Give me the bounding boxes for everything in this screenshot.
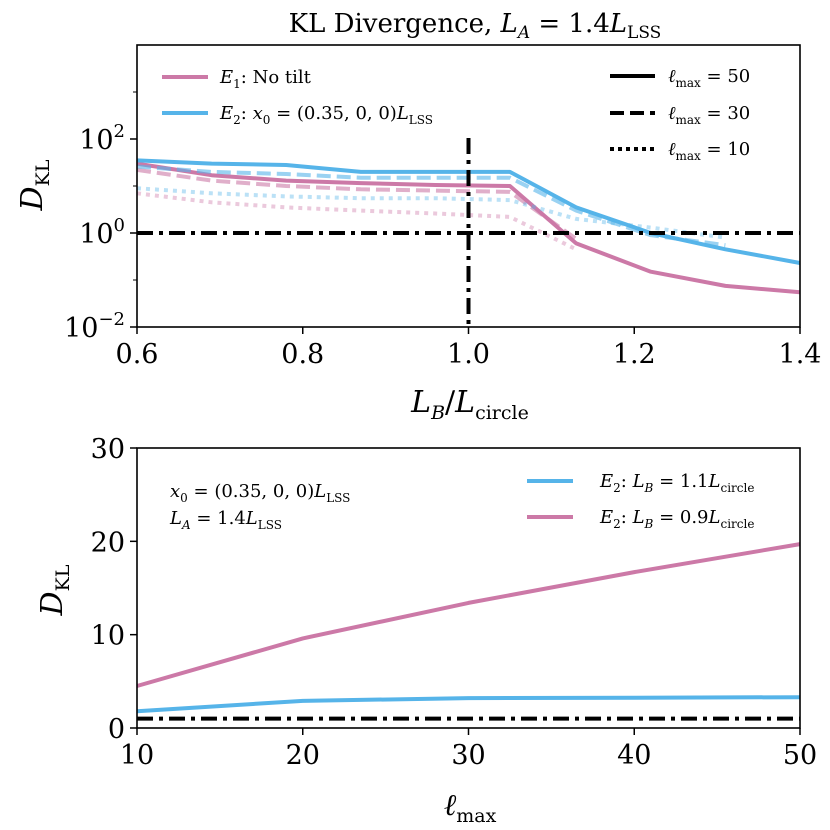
series-line-lb11 — [136, 695, 801, 714]
bottom-y-tick-label: 30 — [91, 434, 125, 465]
legend-label-lmax50: ℓmax = 50 — [668, 66, 750, 90]
series-line-e2-lmax10 — [136, 186, 726, 240]
series-line-lb09 — [136, 542, 801, 688]
series-line-e1-lmax10 — [136, 191, 578, 252]
bottom-annotation: x0 = (0.35, 0, 0)LLSS LA = 1.4LLSS — [169, 481, 350, 532]
legend-label-e1: E1: No tilt — [219, 67, 312, 91]
bottom-x-tick-label: 20 — [286, 740, 320, 771]
top-y-axis-label: DKL — [15, 159, 54, 211]
annotation-line-x0: x0 = (0.35, 0, 0)LLSS — [170, 481, 350, 505]
top-chart-title: KL Divergence, LA = 1.4LLSS — [289, 9, 662, 43]
bottom-y-tick-label: 0 — [108, 714, 125, 745]
top-plot-area: 0.6 0.8 1.0 1.2 1.4 102 100 10−2 — [64, 44, 822, 370]
series-line-e1-lmax50 — [136, 161, 801, 295]
bottom-x-axis-label: ℓmax — [444, 788, 497, 827]
top-x-tick-label: 1.4 — [779, 339, 822, 370]
bottom-y-tick-label: 20 — [91, 527, 125, 558]
top-x-tick-label: 1.2 — [613, 339, 656, 370]
bottom-legend: E2: LB = 1.1Lcircle E2: LB = 0.9Lcircle — [527, 471, 754, 531]
top-y-tick-label: 102 — [79, 121, 125, 156]
bottom-y-tick-label: 10 — [91, 621, 125, 652]
top-legend-left: E1: No tilt E2: x0 = (0.35, 0, 0)LLSS — [162, 67, 433, 127]
series-line-e1-lmax30 — [136, 167, 578, 241]
top-x-tick-label: 0.6 — [116, 339, 159, 370]
top-y-tick-label: 10−2 — [64, 309, 125, 344]
bottom-x-tick-label: 40 — [617, 740, 651, 771]
legend-label-lmax10: ℓmax = 10 — [668, 139, 750, 163]
legend-label-lmax30: ℓmax = 30 — [668, 103, 750, 127]
top-x-axis-label: LB/Lcircle — [410, 385, 529, 424]
bottom-x-tick-label: 10 — [120, 740, 154, 771]
top-x-tick-label: 1.0 — [447, 339, 490, 370]
annotation-line-la: LA = 1.4LLSS — [169, 508, 282, 532]
bottom-y-axis-label: DKL — [35, 564, 74, 616]
top-x-tick-label: 0.8 — [281, 339, 324, 370]
legend-label-lb09: E2: LB = 0.9Lcircle — [599, 507, 754, 531]
bottom-x-tick-label: 50 — [783, 740, 817, 771]
legend-label-lb11: E2: LB = 1.1Lcircle — [599, 471, 754, 495]
top-legend-right: ℓmax = 50 ℓmax = 30 ℓmax = 10 — [610, 66, 750, 163]
top-panel: KL Divergence, LA = 1.4LLSS 0.6 0.8 1.0 1.2… — [15, 9, 821, 424]
legend-label-e2: E2: x0 = (0.35, 0, 0)LLSS — [219, 103, 433, 127]
top-y-tick-label: 100 — [79, 215, 125, 250]
bottom-x-tick-label: 30 — [451, 740, 485, 771]
